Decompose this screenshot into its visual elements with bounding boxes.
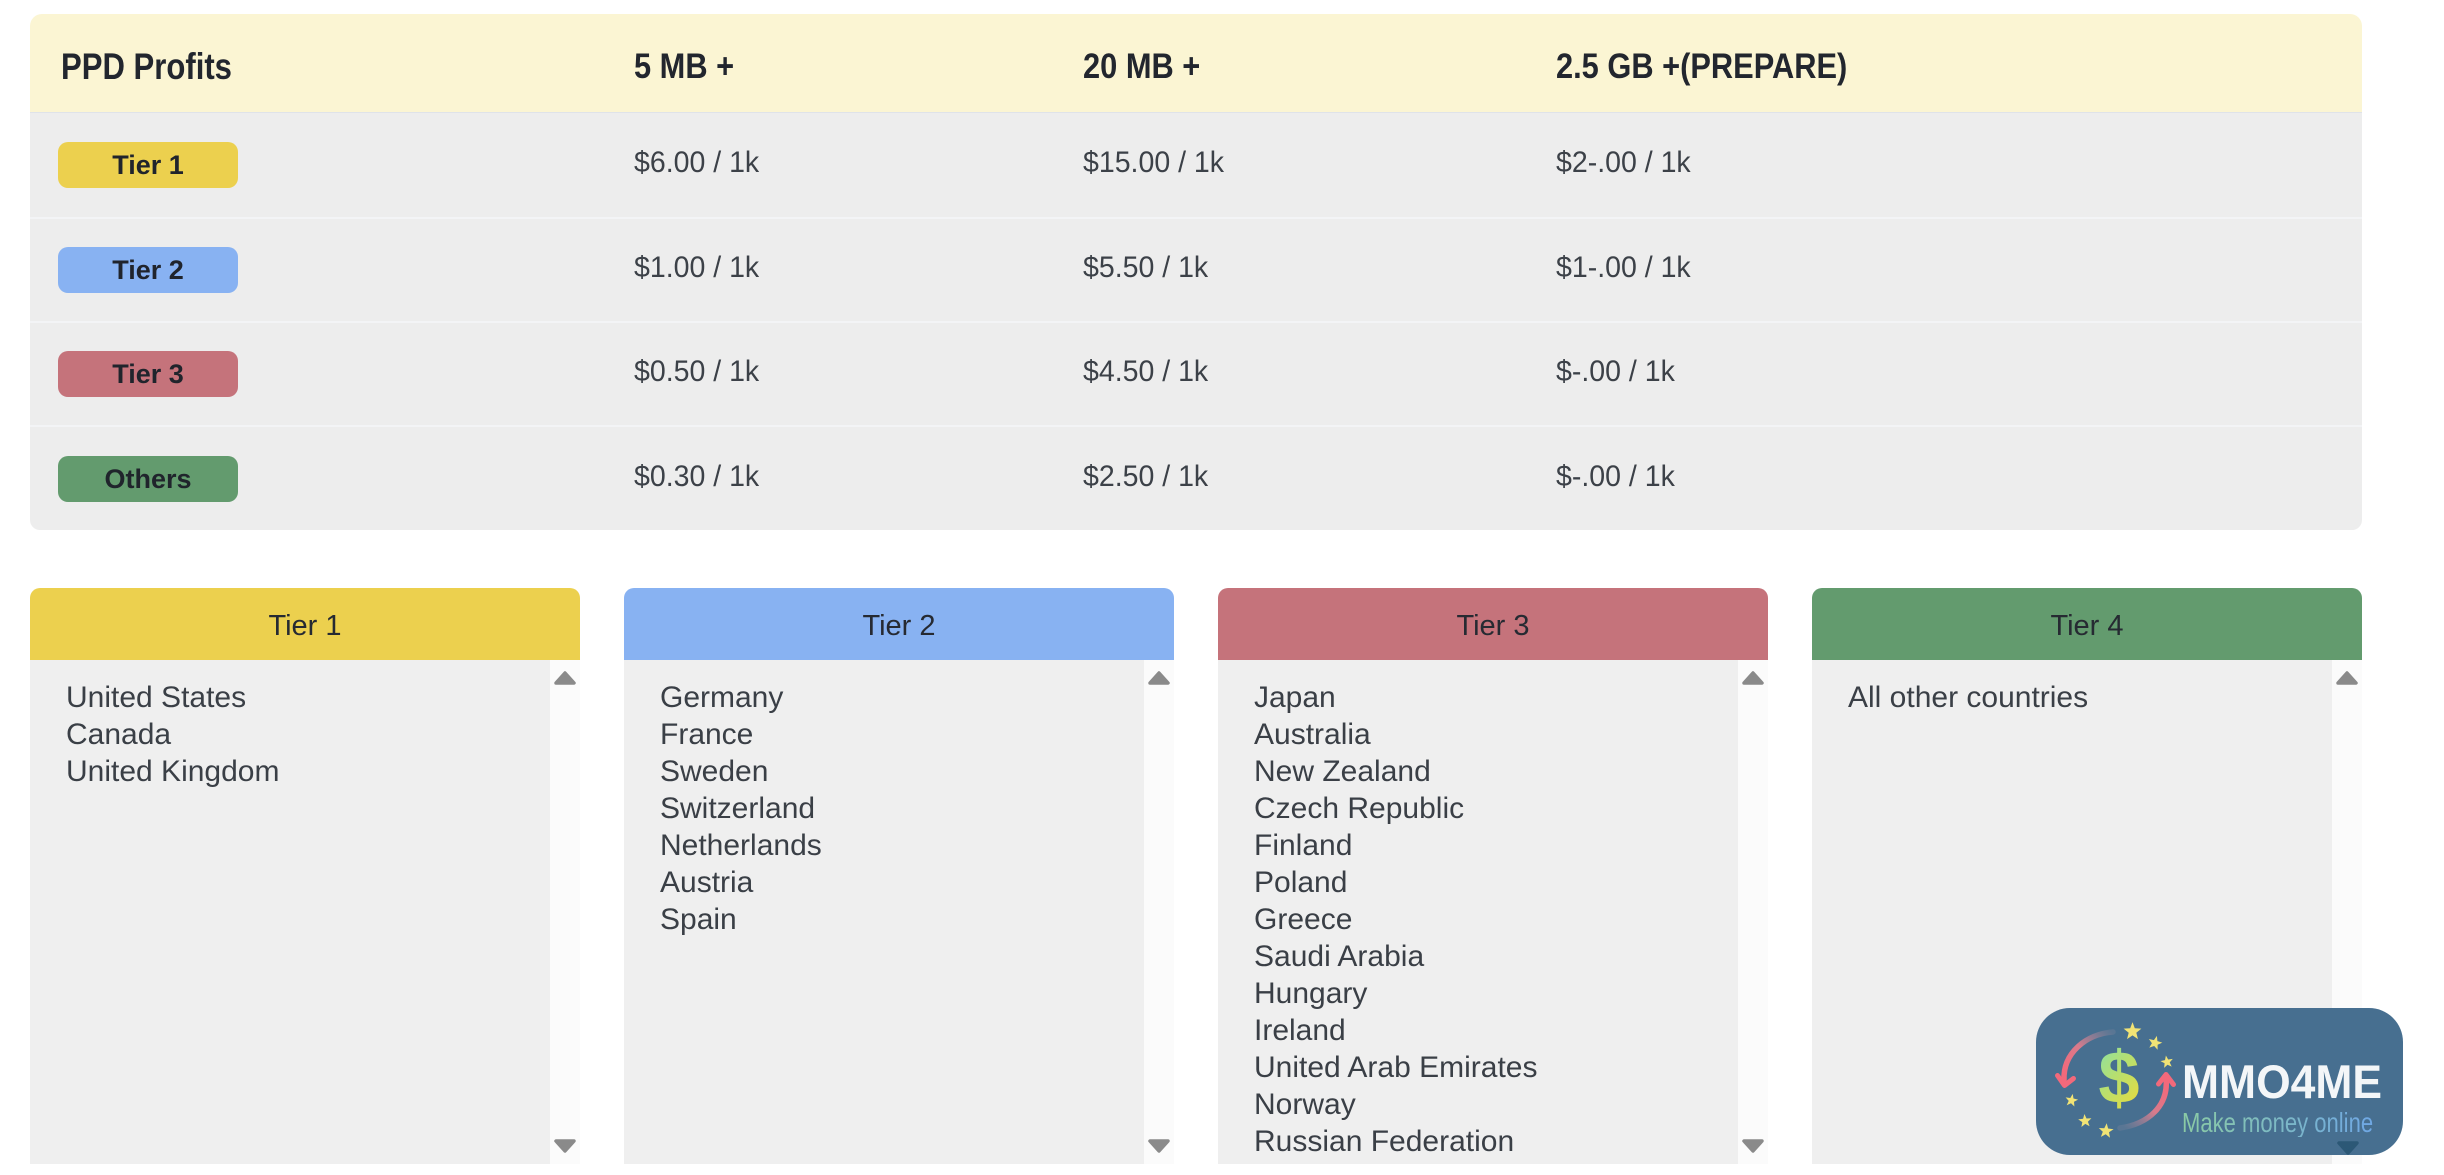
svg-text:$: $ [2098,1036,2139,1119]
